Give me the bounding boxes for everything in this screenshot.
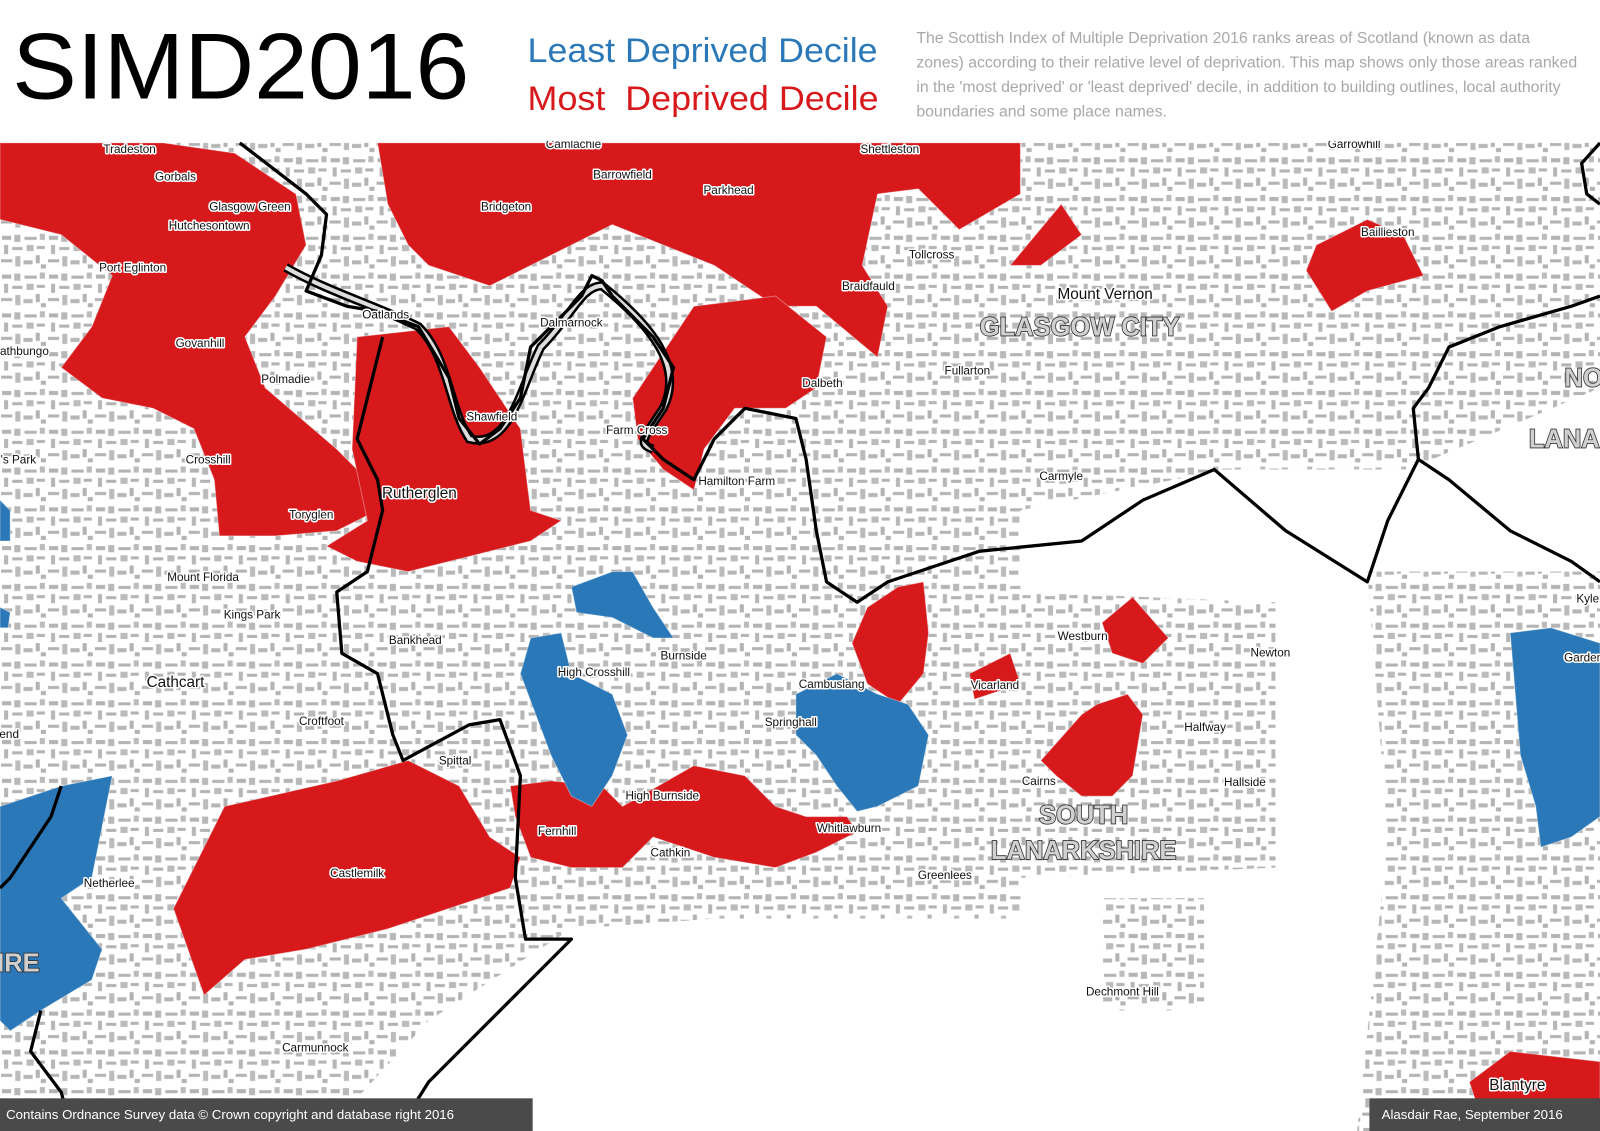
place-label: Gorbals <box>155 171 196 184</box>
place-label: High Crosshill <box>558 666 630 679</box>
title: SIMD2016 <box>12 13 469 118</box>
place-label: Halfway <box>1184 721 1226 734</box>
place-label: Oatlands <box>362 309 409 322</box>
place-label: Tollcross <box>909 248 955 261</box>
deprivation-zone <box>376 142 1021 359</box>
place-label: end <box>0 728 19 741</box>
footer-author: Alasdair Rae, September 2016 <box>1382 1107 1563 1122</box>
place-label: Cairns <box>1022 775 1056 788</box>
place-label: Toryglen <box>289 509 333 522</box>
least-deprived-areas <box>0 499 1600 1032</box>
place-label: Parkhead <box>703 184 753 197</box>
place-label: Crosshill <box>186 453 231 466</box>
deprivation-zone <box>0 499 11 542</box>
deprivation-zone <box>570 571 675 639</box>
place-label: Dalmarnock <box>540 317 603 330</box>
place-label: Carmyle <box>1039 470 1083 483</box>
deprivation-zone <box>1101 596 1170 665</box>
place-label: Croftfoot <box>299 715 345 728</box>
place-label: Glasgow Green <box>209 200 290 213</box>
place-label: Bridgeton <box>481 200 531 213</box>
place-label: Braidfauld <box>842 280 895 293</box>
description-box: The Scottish Index of Multiple Deprivati… <box>916 29 1578 121</box>
area-label: NO <box>1565 364 1600 392</box>
place-label: Fernhill <box>538 825 576 838</box>
place-label: Tradeston <box>103 143 155 156</box>
place-label: Cathcart <box>147 674 206 691</box>
place-label: Fullarton <box>945 365 991 378</box>
place-label: Dechmont Hill <box>1086 985 1159 998</box>
place-label: Spittal <box>439 755 472 768</box>
place-label: rathbungo <box>0 345 49 358</box>
place-label: Bankhead <box>389 634 442 647</box>
deprivation-zone <box>795 673 930 813</box>
deprivation-zone <box>519 632 629 808</box>
place-label: Kings Park <box>224 609 281 622</box>
deprivation-zone <box>0 142 379 537</box>
place-label: High Burnside <box>625 789 699 802</box>
place-label: Hamilton Farm <box>698 475 775 488</box>
place-label: Barrowfield <box>593 169 652 182</box>
place-label: Polmadie <box>261 373 310 386</box>
place-label: Farm Cross <box>606 424 667 437</box>
place-label: Burnside <box>661 649 707 662</box>
place-label: Hutchesontown <box>169 220 250 233</box>
deprivation-zone <box>0 775 113 1032</box>
legend-entry: Most Deprived Decile <box>528 80 879 118</box>
deprivation-zone <box>1305 218 1425 313</box>
deprivation-zone <box>968 652 1022 700</box>
place-label: Mount Florida <box>167 571 239 584</box>
area-label: SOUTH <box>1039 801 1128 829</box>
place-label: Govanhill <box>176 337 225 350</box>
area-label: GLASGOW CITY <box>980 313 1180 341</box>
place-label: Greenlees <box>918 869 972 882</box>
deprivation-zone <box>632 295 828 491</box>
place-label: Baillieston <box>1361 226 1414 239</box>
area-label: LANARKSHIRE <box>991 837 1177 865</box>
place-label: Vicarland <box>971 679 1020 692</box>
area-labels: GLASGOW CITY SOUTH LANARKSHIRE NO LANA I… <box>0 313 1600 979</box>
deprivation-zone <box>1509 627 1600 848</box>
deprivation-zone <box>851 581 930 706</box>
footer-right-box <box>1369 1098 1600 1131</box>
most-deprived-areas <box>0 142 1600 1114</box>
place-label: Rutherglen <box>382 485 457 502</box>
deprivation-zone <box>325 326 563 573</box>
footer-left-box <box>0 1098 533 1131</box>
place-label: Cathkin <box>651 846 691 859</box>
place-label: Newton <box>1251 646 1291 659</box>
legend-entry: Least Deprived Decile <box>528 32 878 70</box>
place-label: Dalbeth <box>802 377 842 390</box>
deprivation-zone <box>1040 693 1144 797</box>
place-label: 's Park <box>1 453 37 466</box>
boundaries <box>0 141 1600 1131</box>
place-label: Garden <box>1564 651 1600 664</box>
header-band <box>0 0 1600 141</box>
place-label: Springhall <box>765 716 817 729</box>
place-label: Port Eglinton <box>99 262 166 275</box>
place-label: Hallside <box>1224 776 1266 789</box>
place-label: Westburn <box>1058 630 1108 643</box>
place-label: Carmunnock <box>282 1041 349 1054</box>
place-label: Castlemilk <box>330 867 384 880</box>
place-label: Mount Vernon <box>1057 286 1152 303</box>
deprivation-zone <box>1009 203 1083 266</box>
place-label: Shettleston <box>860 143 919 156</box>
description: The Scottish Index of Multiple Deprivati… <box>916 29 1578 121</box>
area-label: LANA <box>1529 426 1600 454</box>
place-label: Cambuslang <box>799 678 865 691</box>
area-label: IRE <box>0 949 40 977</box>
place-label: Netherlee <box>84 877 135 890</box>
place-label: Blantyre <box>1489 1077 1545 1094</box>
place-label: Kyle <box>1576 592 1599 605</box>
place-label: Whitlawburn <box>817 822 881 835</box>
place-label: Shawfield <box>466 411 517 424</box>
deprivation-zone <box>0 606 11 629</box>
place-labels: Tradeston Gorbals Glasgow Green Hutcheso… <box>0 137 1600 1096</box>
footer-credit: Contains Ordnance Survey data © Crown co… <box>6 1107 454 1122</box>
